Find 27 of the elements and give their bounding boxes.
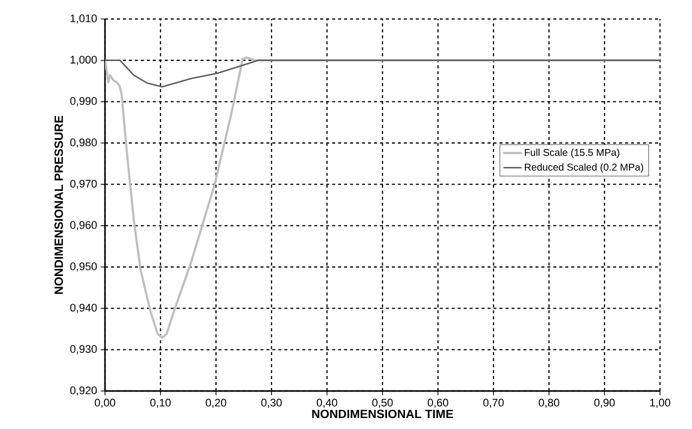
x-tick-label: 0,80 — [538, 398, 560, 408]
y-tick-label: 1,010 — [70, 14, 97, 24]
y-tick-label: 1,000 — [70, 56, 97, 65]
y-tick-label: 0,970 — [70, 180, 97, 189]
y-tick-label: 0,980 — [70, 138, 97, 148]
legend-label: Reduced Scaled (0.2 MPa) — [524, 163, 644, 173]
y-tick-label: 0,930 — [70, 345, 97, 354]
x-tick-label: 0,20 — [206, 398, 226, 408]
x-tick-label: 0,30 — [261, 398, 282, 408]
y-axis-title: NONDIMENSIONAL PRESSURE — [54, 116, 63, 294]
x-tick-label: 0,50 — [372, 398, 393, 408]
y-tick-label: 0,940 — [70, 304, 97, 313]
y-tick-label: 0,960 — [70, 221, 97, 230]
line-series — [105, 60, 660, 88]
x-tick-label: 0,00 — [94, 398, 116, 408]
x-tick-label: 0,40 — [316, 398, 338, 408]
x-tick-label: 0,60 — [428, 398, 448, 408]
y-tick-label: 0,920 — [70, 386, 97, 396]
x-axis-title: NONDIMENSIONAL TIME — [312, 410, 454, 418]
legend-label: Full Scale (15.5 MPa) — [524, 148, 620, 158]
x-tick-label: 0,10 — [150, 398, 171, 408]
x-tick-label: 0,70 — [483, 398, 504, 408]
y-tick-label: 0,950 — [70, 262, 97, 272]
y-tick-label: 0,990 — [70, 97, 97, 106]
line-series — [105, 56, 660, 339]
x-tick-label: 0,90 — [594, 398, 615, 408]
x-tick-label: 1,00 — [650, 398, 670, 408]
